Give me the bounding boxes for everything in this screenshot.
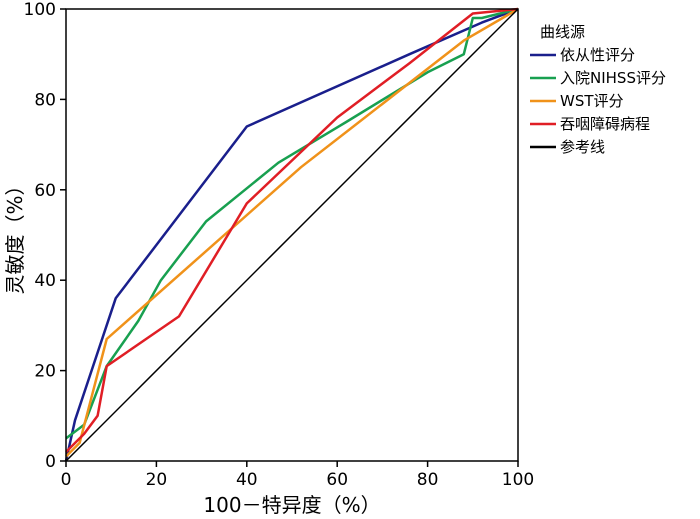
y-axis: 0 20 40 60 80 100 [24,0,66,472]
y-tick-label: 40 [34,271,56,291]
x-axis: 0 20 40 60 80 100 [61,461,534,490]
legend-label: 吞咽障碍病程 [560,115,650,133]
y-tick-label: 100 [24,0,56,20]
legend-label: 入院NIHSS评分 [560,69,666,87]
x-axis-title: 100－特异度（%） [203,493,380,517]
y-tick-label: 0 [45,452,56,472]
x-tick-label: 20 [146,470,168,490]
x-tick-label: 40 [236,470,258,490]
series-line-2 [65,7,519,458]
plot-frame [65,8,519,462]
x-tick-label: 80 [417,470,439,490]
series-line-3 [65,7,519,453]
series-line-0 [64,7,519,462]
series-lines [64,7,519,462]
legend-title: 曲线源 [540,23,585,41]
y-tick-label: 80 [34,90,56,110]
x-tick-label: 60 [326,470,348,490]
series-line-4 [65,8,519,462]
y-axis-title: 灵敏度（%） [3,175,27,294]
y-tick-label: 20 [34,362,56,382]
legend-label: 依从性评分 [560,46,635,64]
x-tick-label: 100 [502,470,534,490]
x-tick-label: 0 [61,470,72,490]
y-tick-label: 60 [34,181,56,201]
legend-label: WST评分 [560,92,624,110]
legend-label: 参考线 [560,138,605,156]
series-line-1 [65,7,519,440]
